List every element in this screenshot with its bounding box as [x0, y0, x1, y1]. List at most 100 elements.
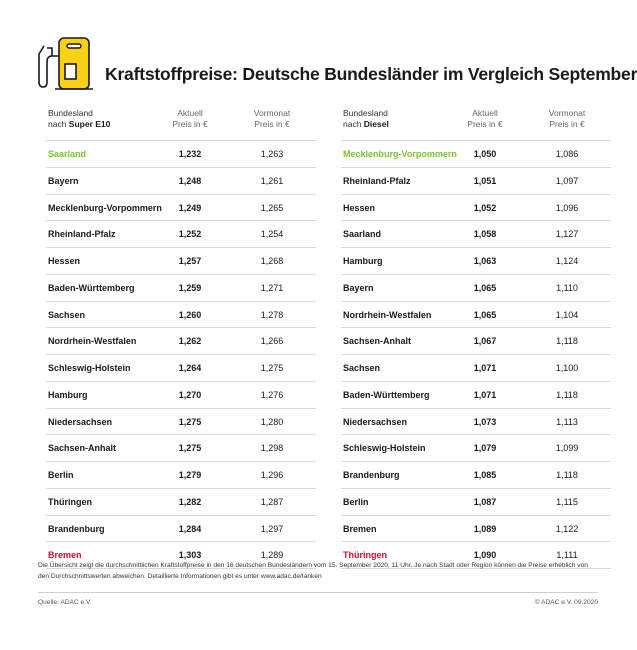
table-row: Bremen 1,303 1,289: [46, 541, 316, 569]
current-price: 1,079: [473, 443, 497, 454]
state-name: Rheinland-Pfalz: [48, 229, 116, 240]
state-name: Hessen: [343, 202, 376, 213]
table-row: Mecklenburg-Vorpommern 1,050 1,086: [341, 140, 611, 167]
current-price: 1,073: [473, 416, 497, 427]
fuel-pump-icon: [38, 37, 93, 90]
state-name: Saarland: [343, 229, 382, 240]
table-row: Nordrhein-Westfalen 1,065 1,104: [341, 300, 611, 328]
source-label: Quelle: ADAC e.V.: [38, 599, 92, 606]
current-price: 1,087: [473, 496, 497, 507]
state-name: Thüringen: [343, 550, 387, 561]
state-name: Bayern: [343, 282, 374, 293]
current-price: 1,090: [473, 550, 497, 561]
previous-price: 1,296: [260, 470, 284, 480]
previous-price: 1,100: [555, 363, 579, 373]
copyright-label: © ADAC e.V. 09.2020: [534, 599, 598, 606]
previous-price: 1,276: [260, 389, 284, 400]
state-name: Niedersachsen: [48, 416, 113, 427]
current-price: 1,051: [473, 175, 497, 186]
table-row: Thüringen 1,090 1,111: [341, 541, 611, 569]
current-price: 1,282: [178, 496, 202, 507]
table-header: Bundesland nach Diesel Aktuell Preis in € …: [341, 106, 611, 140]
state-name: Bayern: [48, 175, 79, 186]
table-row: Schleswig-Holstein 1,264 1,275: [46, 354, 316, 381]
state-name: Sachsen: [48, 309, 86, 320]
previous-price: 1,113: [556, 416, 578, 427]
current-price: 1,303: [178, 550, 202, 561]
state-name: Baden-Württemberg: [343, 389, 430, 400]
table-row: Niedersachsen 1,073 1,113: [341, 407, 611, 435]
current-price: 1,262: [178, 336, 202, 347]
table-row: Thüringen 1,282 1,287: [46, 487, 316, 515]
table-row: Mecklenburg-Vorpommern 1,249 1,265: [46, 193, 316, 221]
previous-price: 1,278: [260, 309, 284, 320]
previous-price: 1,097: [555, 175, 579, 186]
current-price: 1,065: [473, 309, 497, 320]
table-row: Hamburg 1,063 1,124: [341, 247, 611, 274]
previous-price: 1,298: [260, 443, 284, 454]
table-row: Brandenburg 1,085 1,118: [341, 461, 611, 488]
state-name: Mecklenburg-Vorpommern: [343, 149, 457, 159]
current-price: 1,065: [473, 282, 497, 293]
current-price: 1,248: [178, 175, 202, 186]
table-row: Bremen 1,089 1,122: [341, 514, 611, 542]
divider: [38, 592, 598, 593]
table-row: Brandenburg 1,284 1,297: [46, 514, 316, 542]
super-e10-table: Bundesland nach Super E10 Aktuell Preis in…: [46, 106, 316, 569]
previous-price: 1,254: [260, 229, 284, 240]
previous-price: 1,297: [260, 523, 284, 534]
table-row: Baden-Württemberg 1,259 1,271: [46, 273, 316, 301]
current-price: 1,270: [178, 389, 202, 400]
previous-price: 1,104: [555, 309, 579, 320]
footnote: Die Übersicht zeigt die durchschnittlich…: [38, 562, 588, 580]
previous-price: 1,111: [556, 550, 578, 561]
state-name: Hamburg: [343, 256, 383, 266]
state-name: Berlin: [343, 496, 369, 507]
previous-price: 1,271: [260, 282, 284, 293]
header-bundesland: Bundesland nach Diesel: [343, 108, 389, 129]
previous-price: 1,268: [260, 256, 284, 266]
header-vormonat: Vormonat Preis in €: [548, 108, 586, 129]
table-row: Sachsen 1,071 1,100: [341, 354, 611, 381]
table-row: Hessen 1,257 1,268: [46, 247, 316, 274]
previous-price: 1,096: [555, 202, 579, 213]
previous-price: 1,263: [260, 149, 284, 159]
table-row: Sachsen 1,260 1,278: [46, 300, 316, 328]
current-price: 1,071: [473, 363, 497, 373]
table-row: Niedersachsen 1,275 1,280: [46, 407, 316, 435]
state-name: Saarland: [48, 149, 87, 159]
previous-price: 1,275: [260, 363, 284, 373]
state-name: Nordrhein-Westfalen: [48, 336, 137, 347]
table-row: Bayern 1,248 1,261: [46, 166, 316, 194]
table-row: Rheinland-Pfalz 1,051 1,097: [341, 166, 611, 194]
state-name: Hamburg: [48, 389, 88, 400]
header-bundesland: Bundesland nach Super E10: [48, 108, 111, 129]
state-name: Schleswig-Holstein: [343, 443, 426, 454]
current-price: 1,071: [473, 389, 497, 400]
table-row: Baden-Württemberg 1,071 1,118: [341, 380, 611, 408]
previous-price: 1,124: [555, 256, 579, 266]
state-name: Nordrhein-Westfalen: [343, 309, 432, 320]
state-name: Niedersachsen: [343, 416, 408, 427]
previous-price: 1,261: [260, 175, 284, 186]
previous-price: 1,118: [556, 336, 578, 347]
previous-price: 1,099: [555, 443, 579, 454]
table-row: Saarland 1,232 1,263: [46, 140, 316, 167]
previous-price: 1,086: [555, 149, 579, 159]
state-name: Sachsen-Anhalt: [343, 336, 412, 347]
current-price: 1,052: [473, 202, 497, 213]
state-name: Hessen: [48, 256, 81, 266]
table-row: Hessen 1,052 1,096: [341, 193, 611, 221]
state-name: Brandenburg: [343, 470, 400, 480]
current-price: 1,259: [178, 282, 202, 293]
diesel-table: Bundesland nach Diesel Aktuell Preis in € …: [341, 106, 611, 569]
current-price: 1,232: [178, 149, 202, 159]
state-name: Berlin: [48, 470, 74, 480]
previous-price: 1,289: [260, 550, 284, 561]
table-row: Sachsen-Anhalt 1,067 1,118: [341, 327, 611, 354]
table-row: Nordrhein-Westfalen 1,262 1,266: [46, 327, 316, 354]
state-name: Rheinland-Pfalz: [343, 175, 411, 186]
current-price: 1,050: [473, 149, 497, 159]
previous-price: 1,287: [260, 496, 284, 507]
state-name: Brandenburg: [48, 523, 105, 534]
